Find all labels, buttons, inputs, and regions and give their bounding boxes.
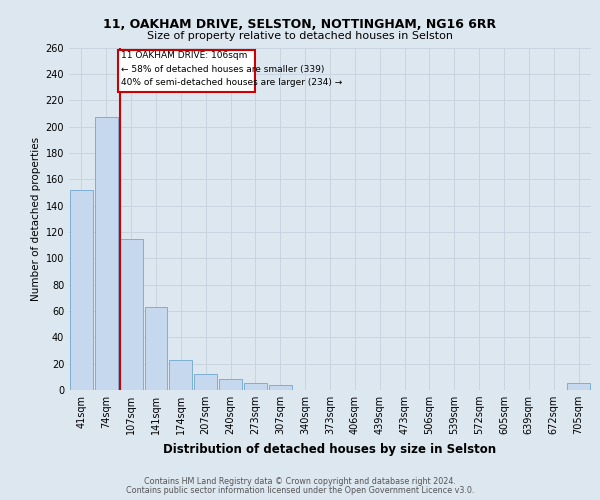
Bar — [145, 307, 167, 390]
Text: 40% of semi-detached houses are larger (234) →: 40% of semi-detached houses are larger (… — [121, 78, 343, 87]
Text: Contains public sector information licensed under the Open Government Licence v3: Contains public sector information licen… — [126, 486, 474, 495]
Bar — [244, 384, 267, 390]
FancyBboxPatch shape — [118, 50, 256, 92]
Y-axis label: Number of detached properties: Number of detached properties — [31, 136, 41, 301]
Bar — [95, 118, 118, 390]
Bar — [269, 384, 292, 390]
X-axis label: Distribution of detached houses by size in Selston: Distribution of detached houses by size … — [163, 442, 497, 456]
Text: 11, OAKHAM DRIVE, SELSTON, NOTTINGHAM, NG16 6RR: 11, OAKHAM DRIVE, SELSTON, NOTTINGHAM, N… — [103, 18, 497, 30]
Text: ← 58% of detached houses are smaller (339): ← 58% of detached houses are smaller (33… — [121, 64, 325, 74]
Bar — [120, 238, 143, 390]
Bar — [194, 374, 217, 390]
Text: 11 OAKHAM DRIVE: 106sqm: 11 OAKHAM DRIVE: 106sqm — [121, 52, 248, 60]
Text: Size of property relative to detached houses in Selston: Size of property relative to detached ho… — [147, 31, 453, 41]
Bar — [219, 380, 242, 390]
Bar — [169, 360, 192, 390]
Bar — [567, 384, 590, 390]
Text: Contains HM Land Registry data © Crown copyright and database right 2024.: Contains HM Land Registry data © Crown c… — [144, 477, 456, 486]
Bar — [70, 190, 93, 390]
